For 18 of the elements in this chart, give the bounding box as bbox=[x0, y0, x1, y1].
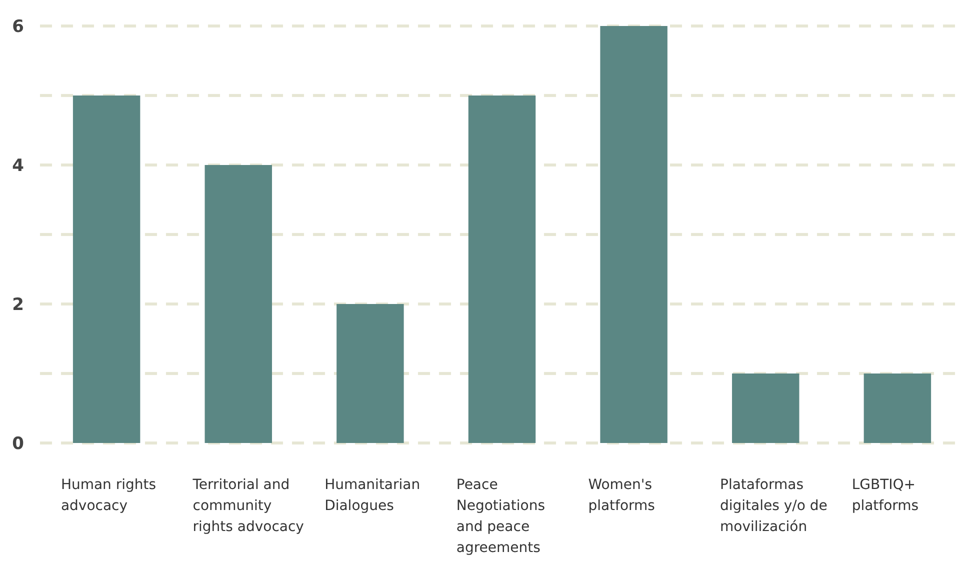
bar bbox=[336, 304, 404, 443]
x-tick-label: Humanitarian Dialogues bbox=[324, 477, 420, 514]
x-tick-label: Plataformas digitales y/o de movilización bbox=[720, 477, 828, 535]
bar bbox=[72, 96, 140, 443]
x-tick-label: Women's platforms bbox=[588, 477, 655, 514]
y-tick-label: 2 bbox=[12, 294, 24, 315]
bar bbox=[864, 374, 932, 443]
x-tick-label: Territorial and community rights advocacy bbox=[192, 477, 304, 535]
y-tick-label: 6 bbox=[12, 16, 24, 37]
bar bbox=[732, 374, 800, 443]
y-tick-label: 4 bbox=[12, 156, 24, 176]
bar bbox=[204, 165, 272, 443]
x-tick-label: LGBTIQ+ platforms bbox=[852, 477, 919, 514]
bar bbox=[468, 96, 536, 443]
x-tick-label: Human rights advocacy bbox=[60, 477, 156, 514]
bar bbox=[600, 26, 668, 443]
y-tick-label: 0 bbox=[12, 434, 24, 454]
x-tick-label: Peace Negotiations and peace agreements bbox=[456, 477, 545, 556]
